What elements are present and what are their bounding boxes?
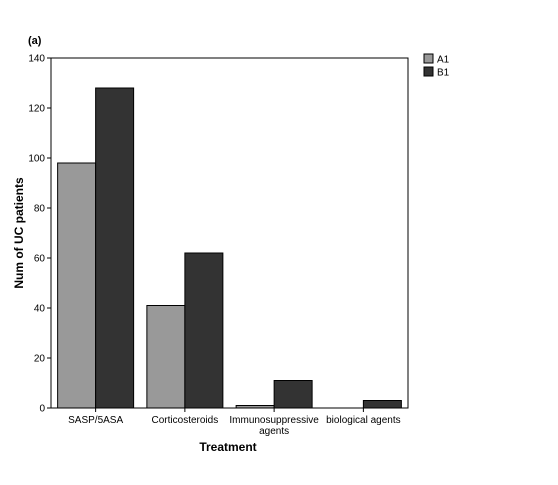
x-tick-label: biological agents — [326, 415, 401, 426]
plot-frame-rect — [50, 57, 409, 409]
panel-label: (a) — [28, 35, 42, 47]
x-tick-label: agents — [259, 426, 289, 437]
plot-frame — [50, 57, 409, 409]
y-tick-label: 0 — [39, 404, 45, 415]
bar-A1-1 — [146, 305, 186, 409]
legend-label-B1: B1 — [437, 68, 450, 79]
bar-B1-0 — [95, 87, 135, 409]
legend-swatch-B1 — [423, 66, 434, 77]
y-tick-label: 140 — [28, 54, 45, 65]
x-tick-label: Corticosteroids — [152, 415, 219, 426]
x-tick-label: SASP/5ASA — [68, 415, 123, 426]
bar-A1-2 — [235, 405, 275, 409]
bar-B1-3 — [362, 400, 402, 409]
legend-swatch-A1 — [423, 53, 434, 64]
y-tick-label: 40 — [34, 304, 46, 315]
y-tick-label: 120 — [28, 104, 45, 115]
bar-B1-1 — [184, 252, 224, 409]
x-axis: SASP/5ASA Corticosteroids Immunosuppressiv… — [68, 408, 401, 437]
y-axis-title: Num of UC patients — [12, 177, 26, 289]
y-tick-label: 20 — [34, 354, 46, 365]
x-axis-title: Treatment — [199, 440, 256, 454]
bars — [57, 87, 402, 409]
x-tick-label: Immunosuppressive — [229, 415, 319, 426]
bar-B1-2 — [273, 380, 313, 409]
y-axis: 0 20 40 60 80 100 120 140 — [28, 54, 51, 415]
y-tick-label: 80 — [34, 204, 46, 215]
legend-label-A1: A1 — [437, 55, 450, 66]
y-tick-label: 100 — [28, 154, 45, 165]
y-tick-label: 60 — [34, 254, 46, 265]
bar-A1-0 — [57, 162, 97, 409]
